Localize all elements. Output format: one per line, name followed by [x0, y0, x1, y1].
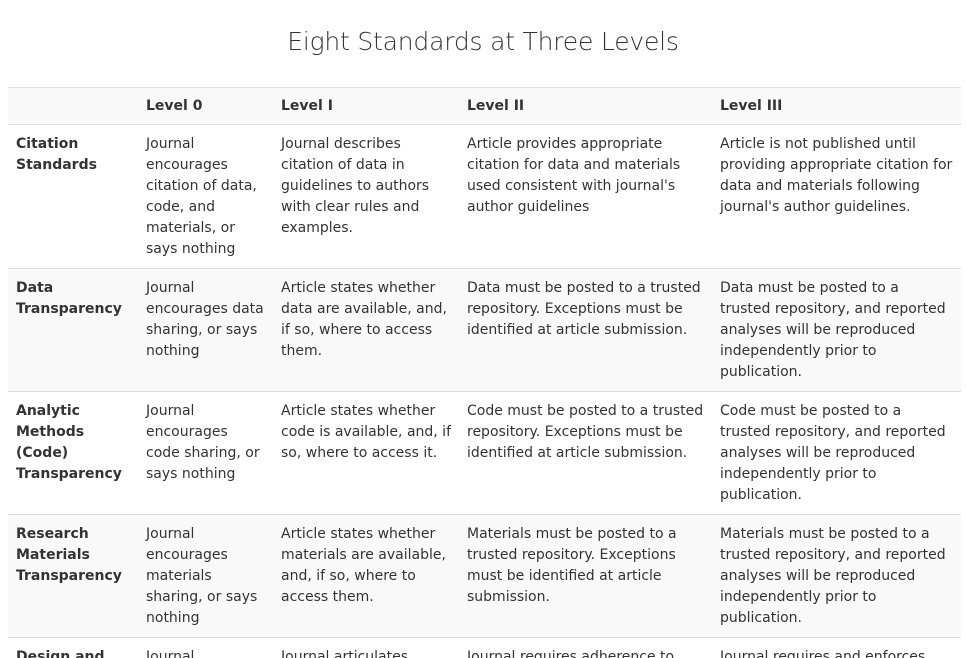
table-row: Research Materials Transparency Journal …	[8, 514, 961, 638]
table-row: Analytic Methods (Code) Transparency Jou…	[8, 391, 961, 515]
level-0-cell: Journal encourages materials sharing, or…	[138, 514, 273, 638]
level-3-cell: Code must be posted to a trusted reposit…	[712, 391, 961, 515]
standard-name: Research Materials Transparency	[8, 514, 138, 638]
level-0-cell: Journal encourages data sharing, or says…	[138, 268, 273, 392]
table-row: Data Transparency Journal encourages dat…	[8, 268, 961, 392]
column-header-level-0: Level 0	[138, 87, 273, 125]
level-3-cell: Journal requires and enforces	[712, 637, 961, 658]
table-row: Design and Journal Journal articulates J…	[8, 637, 961, 658]
column-header-level-1: Level I	[273, 87, 459, 125]
level-1-cell: Journal describes citation of data in gu…	[273, 124, 459, 269]
level-3-cell: Article is not published until providing…	[712, 124, 961, 269]
table-row: Citation Standards Journal encourages ci…	[8, 124, 961, 269]
level-2-cell: Article provides appropriate citation fo…	[459, 124, 712, 269]
standard-name: Citation Standards	[8, 124, 138, 269]
page-title: Eight Standards at Three Levels	[287, 27, 679, 56]
level-1-cell: Article states whether data are availabl…	[273, 268, 459, 392]
standard-name: Data Transparency	[8, 268, 138, 392]
table-header-row: Level 0 Level I Level II Level III	[8, 87, 961, 125]
column-header-standard	[8, 87, 138, 125]
level-3-cell: Materials must be posted to a trusted re…	[712, 514, 961, 638]
level-2-cell: Materials must be posted to a trusted re…	[459, 514, 712, 638]
standard-name: Design and	[8, 637, 138, 658]
standards-table: Level 0 Level I Level II Level III Citat…	[8, 87, 961, 658]
level-3-cell: Data must be posted to a trusted reposit…	[712, 268, 961, 392]
level-1-cell: Journal articulates	[273, 637, 459, 658]
level-1-cell: Article states whether materials are ava…	[273, 514, 459, 638]
level-2-cell: Code must be posted to a trusted reposit…	[459, 391, 712, 515]
level-2-cell: Journal requires adherence to	[459, 637, 712, 658]
level-1-cell: Article states whether code is available…	[273, 391, 459, 515]
level-0-cell: Journal encourages citation of data, cod…	[138, 124, 273, 269]
column-header-level-2: Level II	[459, 87, 712, 125]
standard-name: Analytic Methods (Code) Transparency	[8, 391, 138, 515]
column-header-level-3: Level III	[712, 87, 961, 125]
level-2-cell: Data must be posted to a trusted reposit…	[459, 268, 712, 392]
level-0-cell: Journal	[138, 637, 273, 658]
level-0-cell: Journal encourages code sharing, or says…	[138, 391, 273, 515]
